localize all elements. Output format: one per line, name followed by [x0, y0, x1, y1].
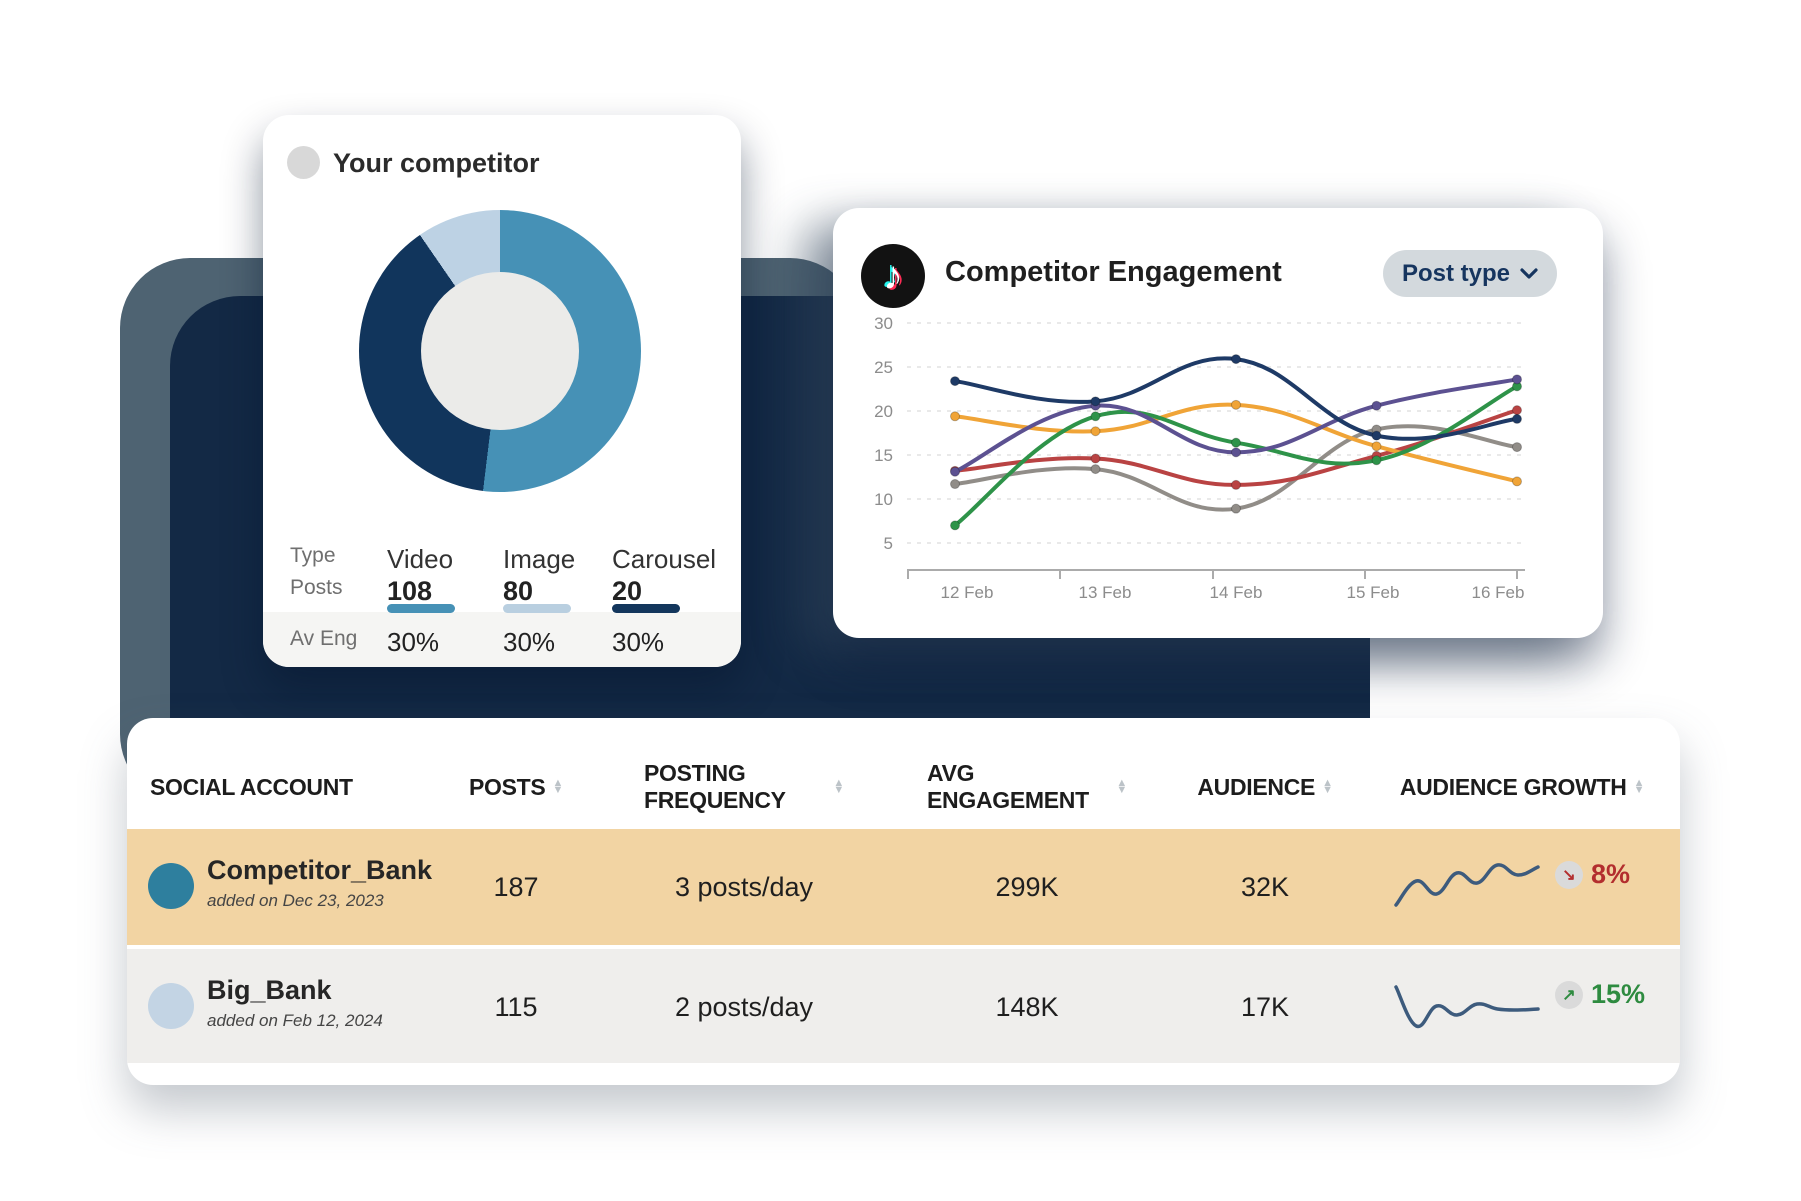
cell-audience: 17K [1240, 991, 1290, 1022]
stat-posts-image: 80 [503, 576, 534, 606]
stat-type-video: Video [387, 544, 454, 574]
sort-icon[interactable]: ▲ ▼ [1322, 777, 1333, 796]
column-header-audience[interactable]: AUDIENCE ▲ ▼ [1197, 773, 1333, 800]
engagement-card: ♪ Competitor Engagement Post type 5 10 15 2… [833, 208, 1603, 638]
svg-text:13 Feb: 13 Feb [1079, 583, 1132, 602]
column-header-posting-frequency[interactable]: POSTING FREQUENCY ▲ ▼ [644, 760, 844, 813]
stat-posts-video: 108 [387, 576, 433, 606]
svg-text:5: 5 [884, 534, 893, 553]
image-color-bar [503, 604, 571, 613]
cell-posts: 115 [494, 991, 538, 1022]
audience-growth-sparkline [1394, 985, 1540, 1029]
column-header-posts[interactable]: POSTS ▲ ▼ [468, 773, 564, 800]
post-type-dropdown[interactable]: Post type [1383, 250, 1557, 297]
column-header-avg-engagement[interactable]: AVG ENGAGEMENT ▲ ▼ [927, 760, 1127, 813]
svg-text:20: 20 [874, 402, 893, 421]
sort-icon[interactable]: ▲ ▼ [1633, 777, 1645, 796]
account-avatar [148, 983, 194, 1029]
tiktok-icon: ♪ [861, 244, 925, 308]
stat-type-carousel: Carousel [612, 544, 717, 574]
stat-aveng-video: 30% [387, 627, 440, 657]
account-added-date: added on Feb 12, 2024 [207, 1011, 383, 1030]
cell-posting-frequency: 2 posts/day [674, 991, 814, 1022]
avatar [287, 146, 320, 179]
audience-growth-sparkline [1394, 863, 1540, 907]
cell-posts: 187 [493, 871, 539, 902]
svg-text:15: 15 [874, 446, 893, 465]
svg-text:12 Feb: 12 Feb [941, 583, 994, 602]
audience-growth-percent: 8% [1591, 859, 1631, 889]
table-row[interactable]: Competitor_Bank added on Dec 23, 2023 18… [127, 829, 1680, 945]
stat-aveng-carousel: 30% [612, 627, 665, 657]
svg-text:10: 10 [874, 490, 893, 509]
svg-text:15 Feb: 15 Feb [1347, 583, 1400, 602]
post-type-dropdown-label: Post type [1401, 259, 1511, 287]
engagement-card-title: Competitor Engagement [945, 256, 1282, 288]
sort-icon[interactable]: ▲ ▼ [833, 777, 844, 796]
account-name: Competitor_Bank [207, 855, 433, 885]
column-header-social-account: SOCIAL ACCOUNT [150, 773, 353, 800]
cell-posting-frequency: 3 posts/day [674, 871, 814, 902]
account-name: Big_Bank [207, 975, 332, 1005]
chevron-down-icon [1520, 267, 1538, 279]
engagement-line-chart: 5 10 15 20 25 30 12 Feb 13 Feb 14 Feb 15 Feb 16 Fe… [874, 314, 1525, 602]
tiktok-note-glyph: ♪ [883, 254, 903, 298]
social-accounts-table: SOCIAL ACCOUNT POSTS ▲ ▼ POSTING FREQUENC… [127, 718, 1680, 1085]
table-row[interactable]: Big_Bank added on Feb 12, 2024 115 2 pos… [127, 949, 1680, 1063]
stat-label-av-eng: Av Eng [290, 627, 358, 650]
stat-aveng-image: 30% [503, 627, 556, 657]
trend-down-arrow-icon: ↘ [1555, 861, 1583, 889]
trend-up-arrow-icon: ↗ [1555, 981, 1583, 1009]
cell-avg-engagement: 299K [995, 871, 1059, 902]
carousel-color-bar [612, 604, 680, 613]
svg-text:25: 25 [874, 358, 893, 377]
video-color-bar [387, 604, 455, 613]
column-header-audience-growth[interactable]: AUDIENCE GROWTH ▲ ▼ [1399, 773, 1645, 800]
stat-label-type: Type [290, 544, 336, 567]
av-eng-row-band [263, 612, 741, 667]
sort-icon[interactable]: ▲ ▼ [1116, 777, 1127, 796]
svg-text:30: 30 [874, 314, 893, 333]
stat-label-posts: Posts [290, 576, 343, 599]
competitor-card-title: Your competitor [333, 148, 540, 178]
stat-posts-carousel: 20 [612, 576, 643, 606]
donut-hole [421, 272, 579, 430]
cell-audience: 32K [1240, 871, 1290, 902]
competitor-card: Your competitor Type Posts Av Eng Video … [263, 115, 741, 667]
audience-growth-percent: 15% [1591, 979, 1646, 1009]
account-added-date: added on Dec 23, 2023 [207, 891, 384, 910]
svg-text:14 Feb: 14 Feb [1210, 583, 1263, 602]
sort-icon[interactable]: ▲ ▼ [552, 777, 564, 796]
svg-text:16 Feb: 16 Feb [1472, 583, 1525, 602]
cell-avg-engagement: 148K [995, 991, 1059, 1022]
stat-type-image: Image [503, 544, 576, 574]
account-avatar [148, 863, 194, 909]
